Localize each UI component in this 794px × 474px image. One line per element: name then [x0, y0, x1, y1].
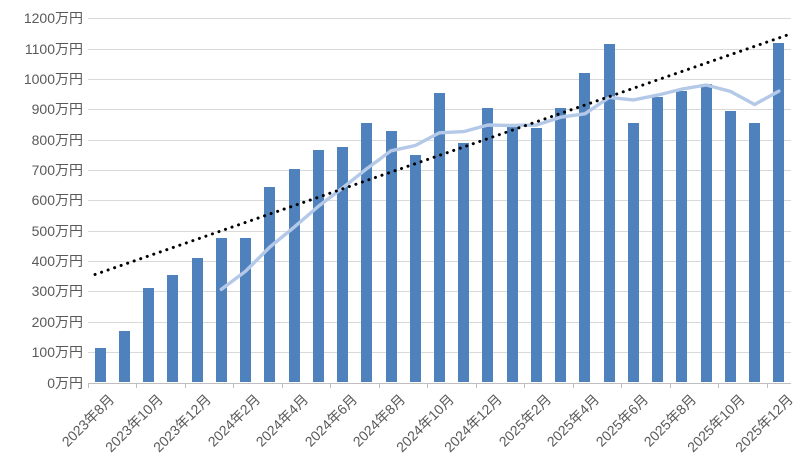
x-axis-tick [524, 383, 526, 388]
bar-2024年1月 [215, 238, 227, 383]
x-axis-tick [766, 383, 768, 388]
y-tick-label: 200万円 [31, 313, 83, 330]
bar-2024年11月 [458, 142, 470, 383]
trend-line [93, 32, 792, 277]
plot-area [88, 18, 791, 383]
x-axis-tick [718, 383, 720, 388]
y-tick-label: 1100万円 [24, 40, 83, 57]
x-axis-tick [669, 383, 671, 388]
x-axis-tick [281, 383, 283, 388]
bar-2025年10月 [724, 110, 736, 383]
x-axis-tick [88, 383, 89, 388]
x-axis-tick [621, 383, 623, 388]
x-axis-tick [136, 383, 138, 388]
bar-2025年12月 [773, 42, 785, 383]
y-tick-label: 900万円 [31, 101, 83, 118]
x-tick-label: 2024年2月 [204, 391, 263, 450]
bar-2024年6月 [337, 147, 349, 383]
bar-2024年9月 [409, 154, 421, 383]
bar-2024年4月 [288, 168, 300, 383]
y-tick-label: 300万円 [31, 283, 83, 300]
x-tick-label: 2024年6月 [301, 391, 360, 450]
bar-2024年7月 [361, 123, 373, 383]
bar-2025年11月 [749, 123, 761, 383]
y-tick-label: 600万円 [31, 192, 83, 209]
bar-2025年7月 [652, 97, 664, 383]
x-axis-tick [233, 383, 235, 388]
bar-2024年2月 [240, 238, 252, 383]
x-axis-tick [184, 383, 186, 388]
moving-average-line [219, 83, 781, 292]
x-tick-label: 2025年6月 [592, 391, 651, 450]
bar-2025年3月 [555, 107, 567, 383]
x-tick-label: 2025年2月 [495, 391, 554, 450]
bar-2024年5月 [312, 150, 324, 383]
bar-2025年2月 [530, 127, 542, 383]
bar-2023年10月 [143, 288, 155, 383]
bar-2023年11月 [167, 274, 179, 383]
x-axis-tick [427, 383, 429, 388]
y-tick-label: 0万円 [47, 374, 83, 391]
y-tick-label: 500万円 [31, 222, 83, 239]
bar-2024年10月 [434, 92, 445, 383]
x-axis-line [88, 382, 791, 384]
x-axis-tick [378, 383, 380, 388]
x-axis-tick [330, 383, 332, 388]
x-axis-tick [572, 383, 574, 388]
y-tick-label: 100万円 [31, 344, 83, 361]
y-tick-label: 400万円 [31, 253, 83, 270]
y-tick-label: 700万円 [31, 162, 83, 179]
x-axis-tick [475, 383, 477, 388]
bar-2024年3月 [264, 186, 276, 383]
bar-2025年4月 [579, 72, 591, 383]
bar-2023年9月 [118, 330, 130, 383]
y-tick-label: 1000万円 [23, 71, 83, 87]
gridline-1000 [88, 78, 791, 80]
bar-2025年8月 [676, 91, 688, 383]
y-tick-label: 800万円 [31, 131, 83, 148]
bar-2024年12月 [482, 107, 494, 383]
bar-2025年9月 [700, 83, 712, 383]
y-tick-label: 1200万円 [23, 10, 83, 27]
bar-2023年8月 [94, 347, 106, 383]
line-series-layer [93, 32, 792, 292]
gridline-1100 [88, 48, 791, 50]
bar-2025年6月 [627, 123, 639, 383]
bar-2025年5月 [603, 44, 615, 383]
bar-2025年1月 [506, 126, 518, 383]
bar-2023年12月 [191, 258, 203, 383]
bar-2024年8月 [385, 130, 397, 383]
gridline-1200 [88, 18, 791, 20]
